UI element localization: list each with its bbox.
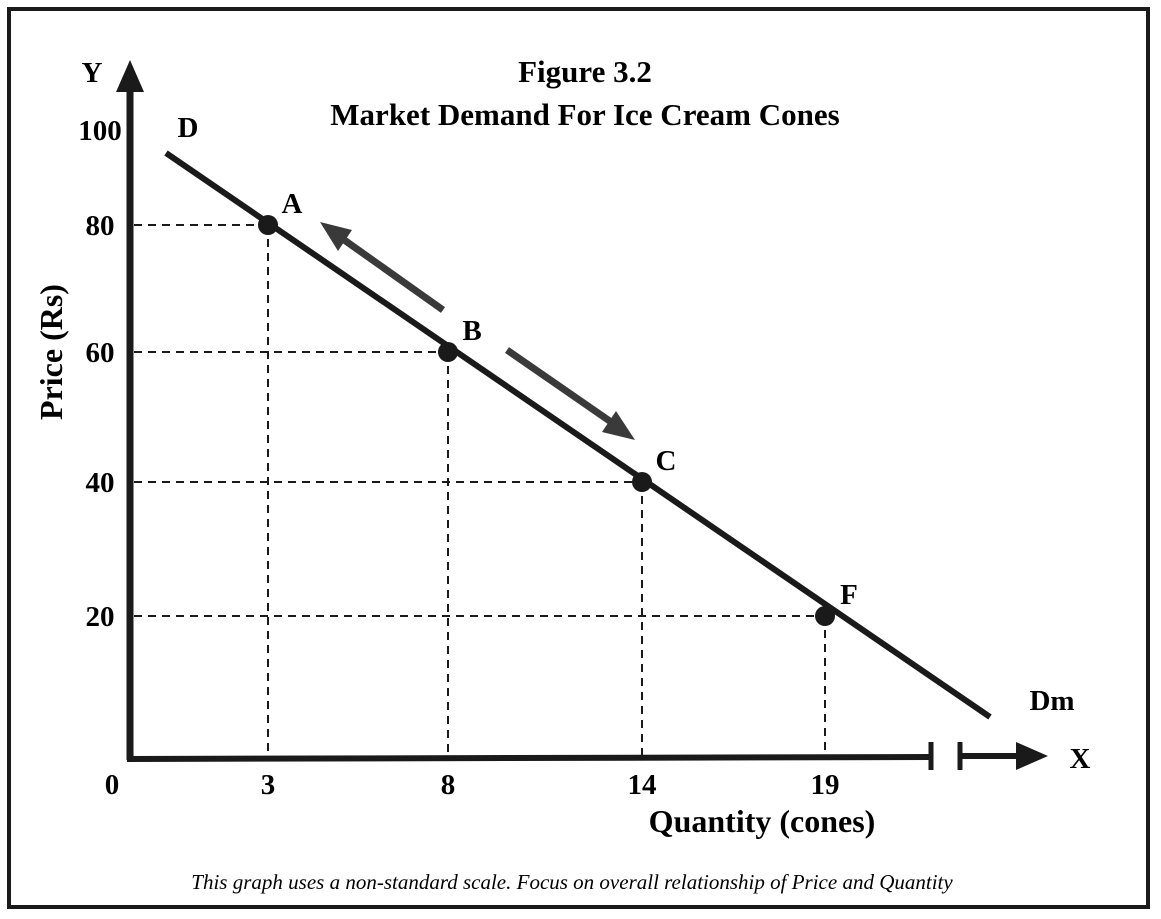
x-axis-label: Quantity (cones): [649, 803, 876, 839]
x-axis-line: [126, 754, 931, 762]
arrow-down-head: [602, 411, 635, 440]
point-label-f: F: [840, 579, 858, 611]
arrow-down-shaft: [505, 347, 616, 427]
point-b: [438, 342, 458, 362]
demand-curve: [164, 150, 992, 720]
demand-points: A B C F: [258, 188, 858, 626]
origin-label: 0: [105, 769, 120, 801]
y-axis-arrowhead: [116, 60, 144, 92]
point-a: [258, 215, 278, 235]
y-axis-letter: Y: [82, 57, 103, 89]
x-axis-arrowhead: [1016, 742, 1048, 770]
point-label-b: B: [462, 315, 481, 347]
y-tick-100: 100: [78, 115, 122, 147]
x-tick-19: 19: [811, 769, 840, 801]
x-tick-labels: 3 8 14 19: [261, 769, 840, 801]
arrow-up-shaft: [337, 234, 446, 313]
demand-curve-start-label: D: [178, 112, 199, 144]
x-axis-letter: X: [1070, 743, 1091, 775]
dashed-guides: [134, 224, 826, 758]
y-axis-label: Price (Rs): [33, 284, 69, 420]
y-tick-60: 60: [86, 337, 115, 369]
x-tick-14: 14: [628, 769, 657, 801]
y-tick-20: 20: [86, 601, 115, 633]
x-tick-3: 3: [261, 769, 276, 801]
chart-subtitle: Market Demand For Ice Cream Cones: [330, 97, 839, 132]
x-tick-8: 8: [441, 769, 456, 801]
demand-curve-end-label: Dm: [1029, 685, 1074, 717]
chart-caption: This graph uses a non-standard scale. Fo…: [191, 870, 953, 894]
point-label-c: C: [656, 445, 677, 477]
point-label-a: A: [282, 188, 303, 220]
arrow-up-head: [320, 222, 352, 251]
chart-title: Figure 3.2: [518, 54, 652, 89]
point-c: [632, 472, 652, 492]
y-tick-40: 40: [86, 467, 115, 499]
y-tick-labels: 100 80 60 40 20: [78, 115, 122, 633]
point-f: [815, 606, 835, 626]
y-tick-80: 80: [86, 210, 115, 242]
